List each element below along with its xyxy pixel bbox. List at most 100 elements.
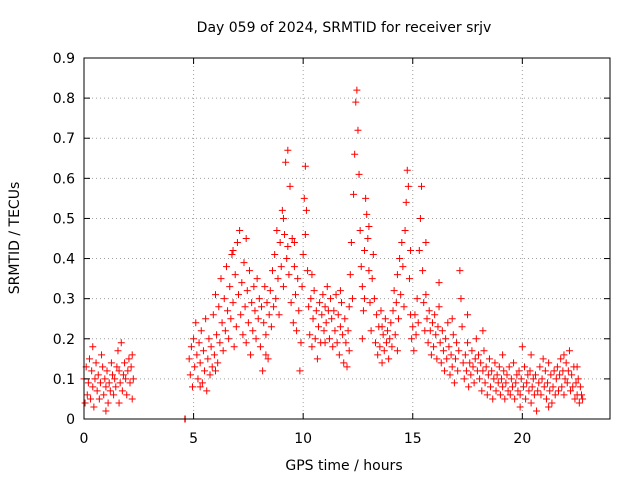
data-point bbox=[304, 267, 312, 275]
data-point bbox=[479, 327, 487, 335]
data-point bbox=[363, 210, 371, 218]
data-point bbox=[339, 331, 347, 339]
data-point bbox=[556, 371, 564, 379]
data-point bbox=[244, 319, 252, 327]
data-point bbox=[128, 395, 136, 403]
data-point bbox=[226, 283, 234, 291]
data-point bbox=[572, 379, 580, 387]
data-point bbox=[239, 331, 247, 339]
data-point bbox=[220, 295, 228, 303]
data-point bbox=[528, 383, 536, 391]
data-point bbox=[267, 323, 275, 331]
data-point bbox=[498, 375, 506, 383]
data-point bbox=[412, 331, 420, 339]
data-point bbox=[404, 182, 412, 190]
data-point bbox=[129, 375, 137, 383]
data-point bbox=[490, 375, 498, 383]
data-point bbox=[192, 319, 200, 327]
data-point bbox=[445, 343, 453, 351]
data-point bbox=[393, 271, 401, 279]
data-point bbox=[334, 311, 342, 319]
data-point bbox=[345, 347, 353, 355]
data-point bbox=[575, 399, 583, 407]
data-point bbox=[241, 303, 249, 311]
data-point bbox=[185, 355, 193, 363]
data-point bbox=[91, 375, 99, 383]
data-point bbox=[458, 323, 466, 331]
data-point bbox=[564, 367, 572, 375]
data-point bbox=[264, 355, 272, 363]
data-point bbox=[413, 295, 421, 303]
data-point bbox=[380, 347, 388, 355]
data-point bbox=[505, 363, 513, 371]
data-point bbox=[245, 267, 253, 275]
data-point bbox=[307, 295, 315, 303]
data-point bbox=[206, 371, 214, 379]
data-point bbox=[320, 327, 328, 335]
data-point bbox=[502, 379, 510, 387]
data-point bbox=[297, 339, 305, 347]
data-point bbox=[370, 295, 378, 303]
data-point bbox=[384, 327, 392, 335]
data-point bbox=[410, 347, 418, 355]
data-point bbox=[89, 343, 97, 351]
data-point bbox=[379, 331, 387, 339]
data-point bbox=[356, 226, 364, 234]
data-point bbox=[538, 375, 546, 383]
data-point bbox=[233, 239, 241, 247]
data-point bbox=[544, 379, 552, 387]
data-point bbox=[546, 387, 554, 395]
data-point bbox=[205, 335, 213, 343]
data-point bbox=[491, 359, 499, 367]
data-point bbox=[361, 247, 369, 255]
data-point bbox=[495, 363, 503, 371]
data-point bbox=[563, 379, 571, 387]
y-tick-label: 0.1 bbox=[53, 372, 75, 388]
data-point bbox=[213, 331, 221, 339]
data-point bbox=[235, 291, 243, 299]
data-point bbox=[295, 307, 303, 315]
data-point bbox=[457, 295, 465, 303]
data-point bbox=[89, 383, 97, 391]
data-point bbox=[392, 299, 400, 307]
data-point bbox=[405, 275, 413, 283]
data-point bbox=[229, 299, 237, 307]
data-point bbox=[576, 383, 584, 391]
data-point bbox=[527, 399, 535, 407]
data-point bbox=[469, 363, 477, 371]
data-point bbox=[98, 351, 106, 359]
data-point bbox=[219, 347, 227, 355]
data-point bbox=[311, 335, 319, 343]
data-point bbox=[299, 251, 307, 259]
data-point bbox=[108, 371, 116, 379]
data-point bbox=[251, 307, 259, 315]
data-point bbox=[359, 307, 367, 315]
data-point bbox=[407, 247, 415, 255]
data-point bbox=[365, 267, 373, 275]
data-point bbox=[329, 343, 337, 351]
data-point bbox=[261, 283, 269, 291]
data-point bbox=[579, 395, 587, 403]
data-point bbox=[228, 251, 236, 259]
data-point bbox=[209, 311, 217, 319]
data-point bbox=[494, 379, 502, 387]
data-point bbox=[210, 351, 218, 359]
data-point bbox=[321, 339, 329, 347]
data-point bbox=[347, 239, 355, 247]
data-point bbox=[187, 343, 195, 351]
data-point bbox=[345, 303, 353, 311]
data-point bbox=[401, 226, 409, 234]
data-point bbox=[414, 319, 422, 327]
data-point bbox=[479, 367, 487, 375]
data-point bbox=[330, 307, 338, 315]
data-point bbox=[335, 351, 343, 359]
data-point bbox=[282, 158, 290, 166]
data-point bbox=[232, 323, 240, 331]
data-point bbox=[562, 359, 570, 367]
data-point bbox=[480, 347, 488, 355]
data-point bbox=[373, 311, 381, 319]
data-point bbox=[437, 359, 445, 367]
data-point bbox=[439, 347, 447, 355]
data-point bbox=[516, 403, 524, 411]
data-point bbox=[561, 375, 569, 383]
